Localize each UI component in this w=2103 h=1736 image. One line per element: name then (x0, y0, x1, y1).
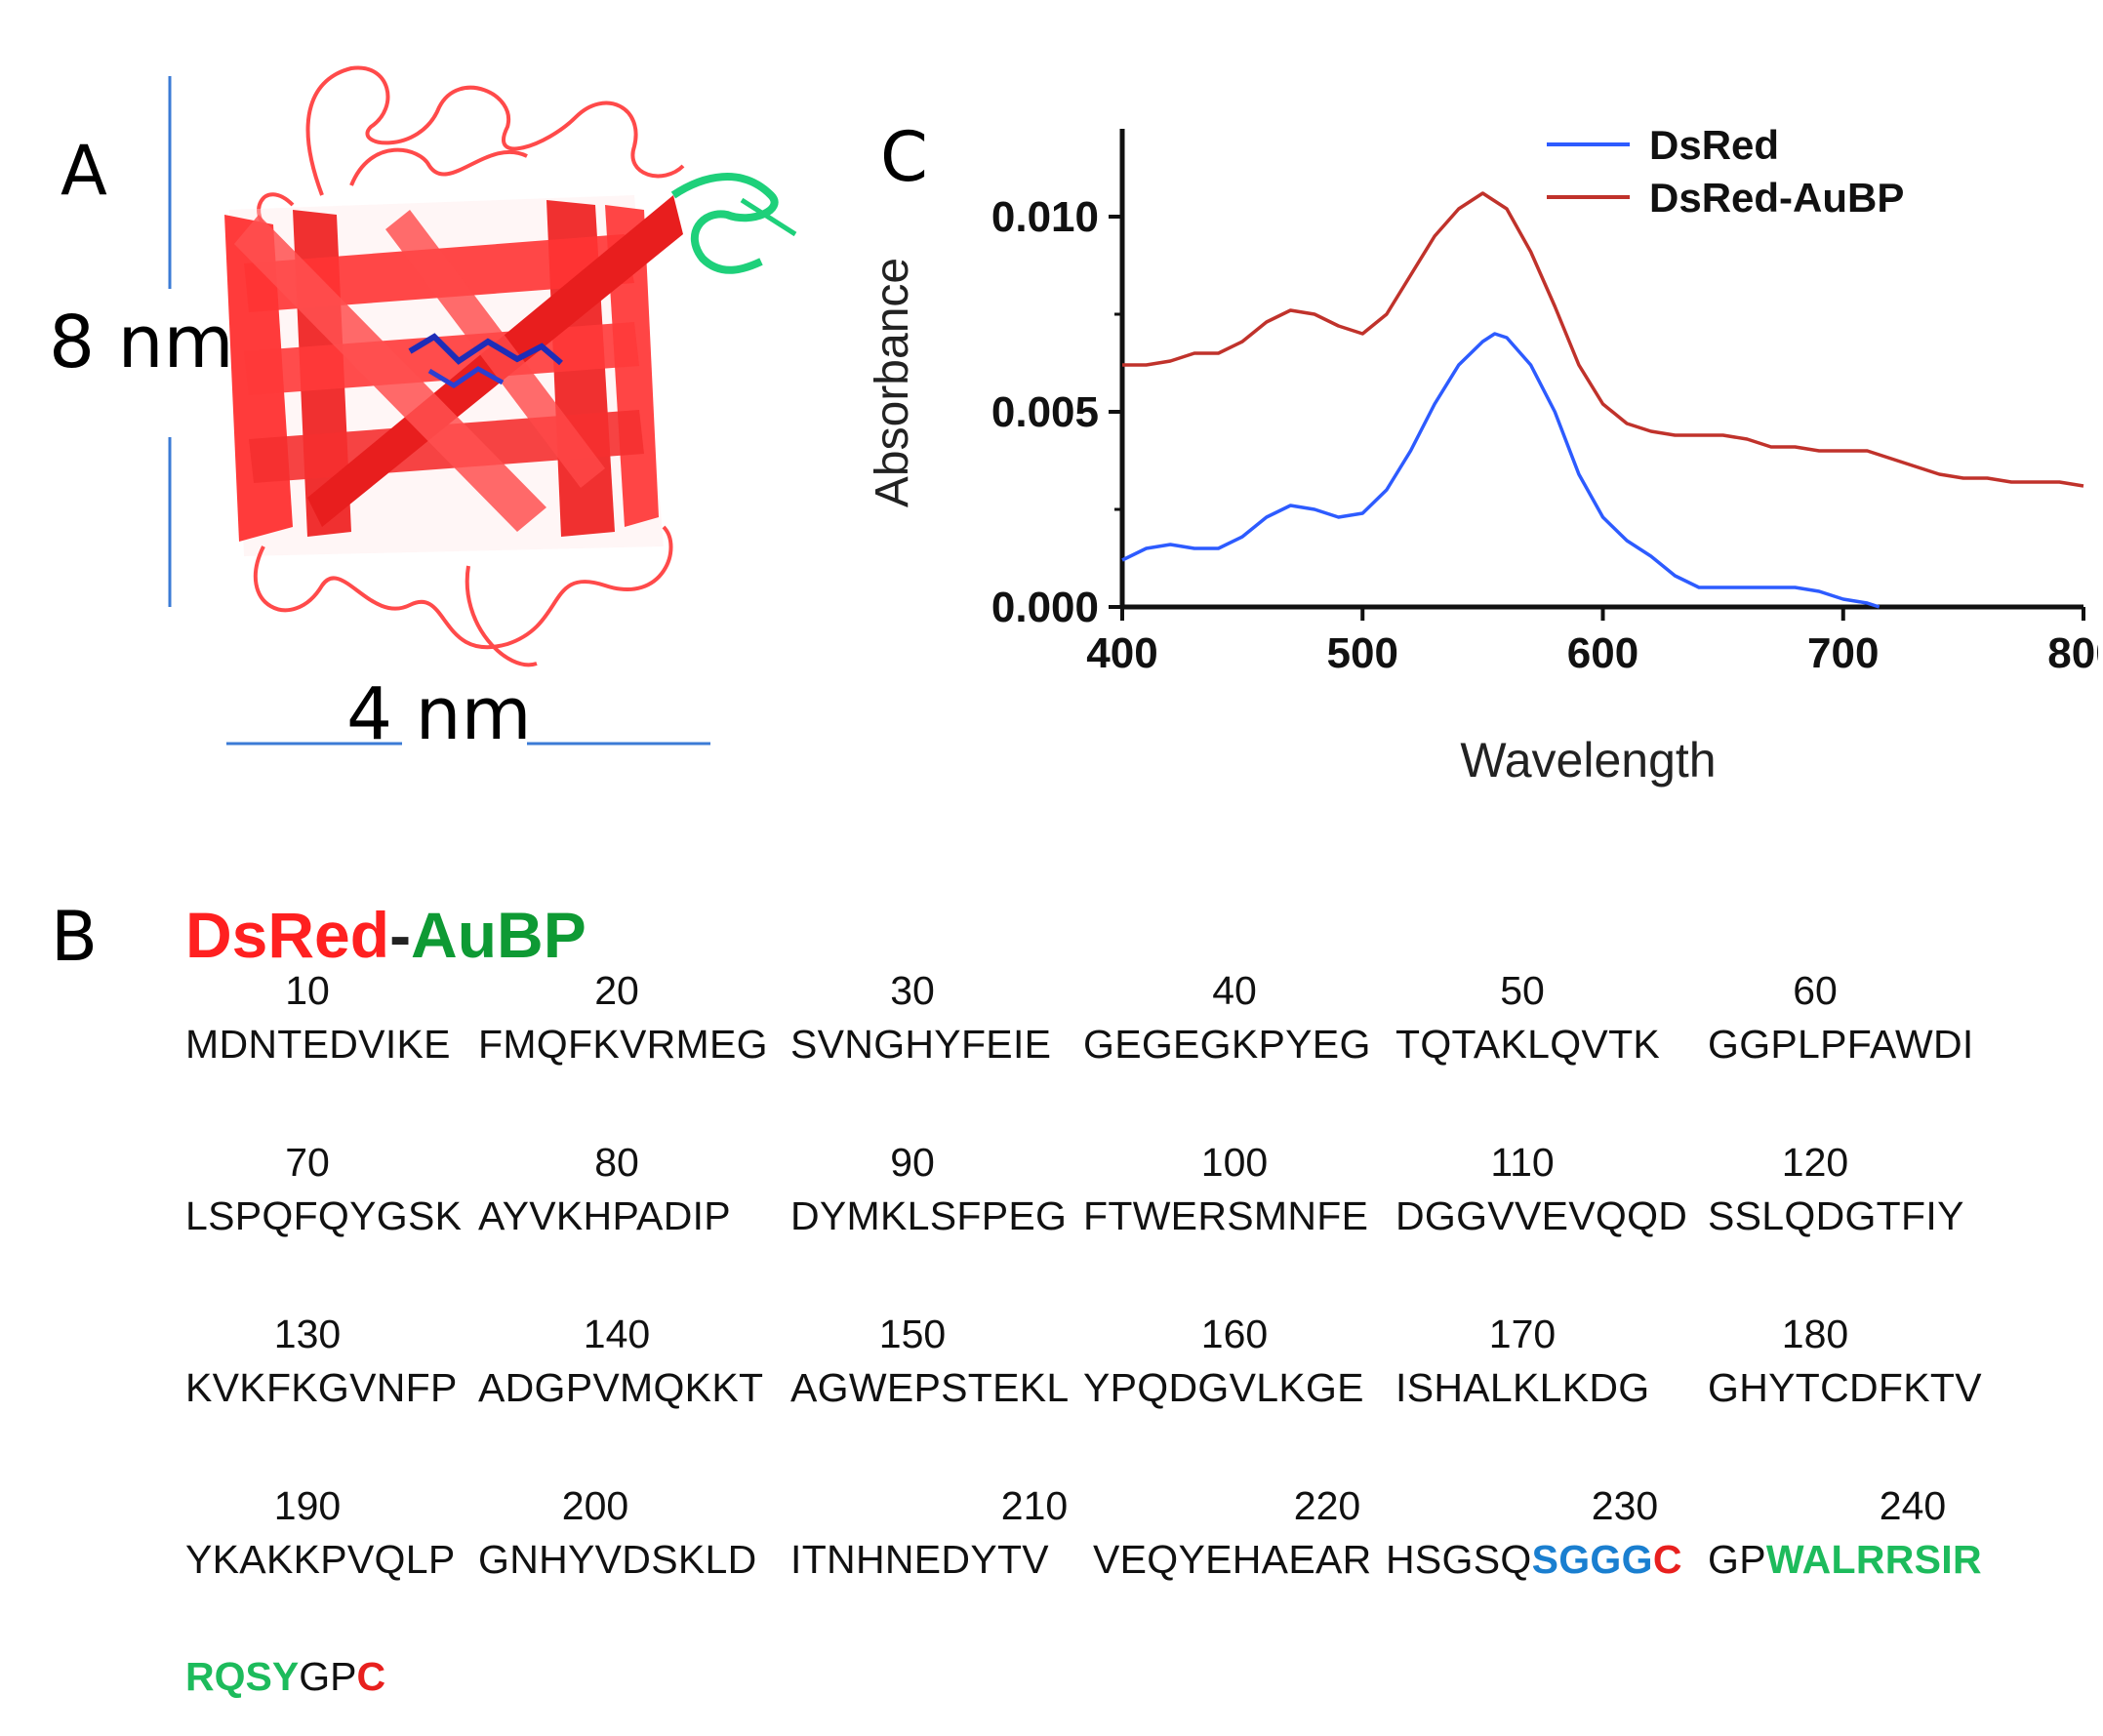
legend-label: DsRed (1649, 122, 1779, 168)
residue-number: 110 (1490, 1140, 1555, 1185)
sequence-block: TQTAKLQVTK (1395, 1022, 1661, 1067)
series-line-dsred (1121, 332, 1881, 609)
sequence-block: ITNHNEDYTV (790, 1537, 1049, 1582)
sequence-block: FMQFKVRMEG (478, 1022, 768, 1067)
sequence-block: GHYTCDFKTV (1708, 1365, 1982, 1410)
sequence-row: 70 80 90 100 110 120 LSPQFQYGSK AYVKHPADIP DYMKL… (185, 1140, 2040, 1257)
height-scale-label: 8 nm (49, 301, 234, 384)
sequence-block: AGWEPSTEKL (790, 1365, 1070, 1410)
sequence-row: 190 200 210 220 230 240 YKAKKPVQLP GNHYVDSKLD IT… (185, 1483, 2040, 1600)
sequence-block: KVKFKGVNFP (185, 1365, 458, 1410)
x-tick-label: 700 (1807, 629, 1879, 677)
chart-legend: DsRed DsRed-AuBP (1547, 122, 1904, 221)
residue-number: 230 (1591, 1483, 1659, 1528)
y-tick-label: 0.010 (991, 193, 1099, 241)
sequence-block: SSLQDGTFIY (1708, 1193, 1964, 1238)
sequence-block: VEQYEHAEAR (1093, 1537, 1372, 1582)
dsred-barrel-structure-icon (224, 65, 797, 667)
residue-number: 240 (1879, 1483, 1947, 1528)
sequence-block-aubp: GPWALRRSIR (1708, 1537, 1982, 1583)
panel-label-c: C (880, 117, 928, 197)
sequence-last-line: RQSYGPC (185, 1654, 385, 1700)
x-tick-label: 800 (2047, 629, 2098, 677)
cysteine-residue: C (1652, 1537, 1682, 1582)
sequence-block: DYMKLSFPEG (790, 1193, 1068, 1238)
sequence-block: AYVKHPADIP (478, 1193, 731, 1238)
aubp-residues: WALRRSIR (1765, 1537, 1982, 1582)
sequence-block-linker: HSGSQSGGGC (1386, 1537, 1682, 1583)
series-line-dsred-aubp (1122, 191, 2084, 488)
sequence-block: GNHYVDSKLD (478, 1537, 757, 1582)
residue-number: 60 (1793, 968, 1838, 1013)
residue-number: 20 (594, 968, 639, 1013)
x-axis-label: Wavelength (1460, 733, 1716, 787)
linker-residues: SGGG (1531, 1537, 1653, 1582)
sequence-row: 10 20 30 40 50 60 MDNTEDVIKE FMQFKVRMEG SVNGHYFE… (185, 968, 2040, 1085)
residue-number: 30 (890, 968, 935, 1013)
chart-axes: 400 500 600 700 800 0.000 0.005 0.010 (991, 129, 2103, 677)
sequence-title: DsRed-AuBP (185, 903, 586, 967)
sequence-block: ADGPVMQKKT (478, 1365, 764, 1410)
sequence-title-dsred: DsRed (185, 899, 390, 971)
y-axis-label: Absorbance (867, 258, 918, 507)
sequence-plain: GP (1708, 1537, 1766, 1582)
residue-number: 140 (583, 1312, 651, 1356)
residue-number: 210 (1000, 1483, 1069, 1528)
residue-number: 190 (273, 1483, 342, 1528)
sequence-block: MDNTEDVIKE (185, 1022, 451, 1067)
panel-label-a: A (61, 131, 107, 211)
residue-number: 170 (1488, 1312, 1557, 1356)
residue-number: 80 (594, 1140, 639, 1185)
residue-number: 40 (1212, 968, 1257, 1013)
sequence-block: YPQDGVLKGE (1083, 1365, 1364, 1410)
sequence-block: LSPQFQYGSK (185, 1193, 463, 1238)
sequence-title-aubp: AuBP (411, 899, 586, 971)
x-tick-label: 400 (1086, 629, 1157, 677)
residue-number: 120 (1781, 1140, 1849, 1185)
residue-number: 200 (561, 1483, 629, 1528)
residue-number: 160 (1200, 1312, 1269, 1356)
sequence-block: SVNGHYFEIE (790, 1022, 1052, 1067)
sequence-block: GGPLPFAWDI (1708, 1022, 1974, 1067)
sequence-title-dash: - (389, 899, 412, 971)
width-scale-label: 4 nm (346, 672, 532, 756)
residue-number: 90 (890, 1140, 935, 1185)
residue-number: 50 (1500, 968, 1545, 1013)
residue-number: 130 (273, 1312, 342, 1356)
structure-figure (168, 65, 797, 746)
residue-number: 70 (285, 1140, 330, 1185)
y-tick-label: 0.000 (991, 584, 1099, 631)
cysteine-residue: C (356, 1654, 386, 1699)
sequence-row: 130 140 150 160 170 180 KVKFKGVNFP ADGPVMQKKT AG… (185, 1312, 2040, 1429)
sequence-plain: HSGSQ (1386, 1537, 1532, 1582)
residue-number: 180 (1781, 1312, 1849, 1356)
residue-number: 10 (285, 968, 330, 1013)
residue-number: 220 (1293, 1483, 1361, 1528)
sequence-plain: GP (299, 1654, 357, 1699)
aubp-residues: RQSY (185, 1654, 300, 1699)
sequence-block: ISHALKLKDG (1395, 1365, 1650, 1410)
residue-number: 100 (1200, 1140, 1269, 1185)
sequence-block: FTWERSMNFE (1083, 1193, 1369, 1238)
x-tick-label: 500 (1327, 629, 1398, 677)
y-tick-label: 0.005 (991, 388, 1099, 436)
chart-series (1121, 191, 2084, 609)
sequence-block: GEGEGKPYEG (1083, 1022, 1371, 1067)
panel-label-b: B (51, 897, 99, 977)
residue-number: 150 (878, 1312, 947, 1356)
sequence-block: DGGVVEVQQD (1395, 1193, 1688, 1238)
panel-a-structure: 8 nm 4 nm (0, 0, 859, 781)
legend-label: DsRed-AuBP (1649, 175, 1904, 221)
panel-b-sequence: DsRed-AuBP 10 20 30 40 50 60 MDNTEDVIKE FMQFKVR… (0, 878, 2103, 1736)
sequence-block: YKAKKPVQLP (185, 1537, 456, 1582)
x-tick-label: 600 (1567, 629, 1638, 677)
